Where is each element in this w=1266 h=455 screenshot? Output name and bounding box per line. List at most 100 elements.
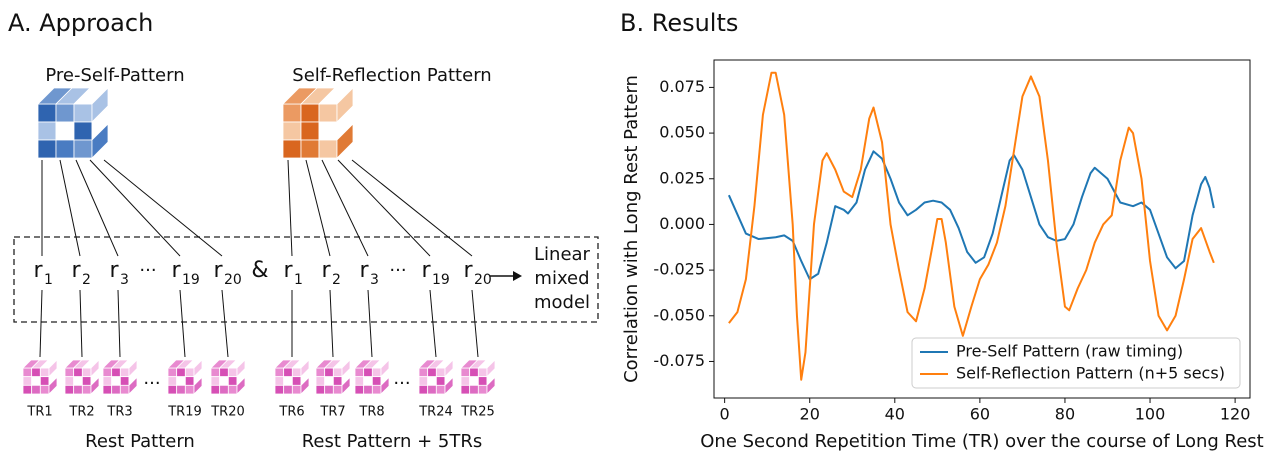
voxel bbox=[31, 376, 41, 386]
voxel bbox=[477, 376, 488, 386]
voxel-side bbox=[444, 376, 454, 395]
connector bbox=[329, 289, 334, 358]
voxel bbox=[81, 367, 92, 378]
ellipsis: ··· bbox=[139, 260, 156, 281]
voxel bbox=[119, 367, 130, 378]
tr-label: TR1 bbox=[26, 405, 52, 420]
y-tick-label: -0.075 bbox=[653, 351, 705, 370]
voxel bbox=[315, 367, 326, 378]
r-subscript: 1 bbox=[44, 272, 53, 288]
series-line bbox=[727, 150, 1215, 281]
connector bbox=[287, 159, 293, 257]
x-tick-label: 20 bbox=[800, 405, 820, 424]
voxel bbox=[111, 367, 121, 378]
r-subscript: 19 bbox=[182, 272, 200, 288]
voxel bbox=[64, 384, 75, 395]
voxel bbox=[81, 376, 92, 386]
voxel bbox=[477, 384, 488, 395]
voxel bbox=[73, 139, 93, 159]
voxel bbox=[354, 384, 365, 395]
voxel bbox=[332, 376, 343, 386]
model-box bbox=[13, 236, 599, 323]
ampersand: & bbox=[251, 258, 268, 283]
voxel bbox=[102, 376, 113, 386]
pattern-label: Self-Reflection Pattern bbox=[292, 65, 491, 86]
voxel bbox=[418, 384, 429, 395]
voxel bbox=[300, 139, 320, 159]
voxel bbox=[324, 384, 334, 395]
voxel bbox=[274, 376, 285, 386]
r-subscript: 19 bbox=[432, 272, 450, 288]
voxel bbox=[55, 121, 75, 141]
connector bbox=[79, 289, 83, 358]
voxel bbox=[227, 376, 238, 386]
ellipsis: ··· bbox=[393, 373, 410, 394]
chart-title: B. Results bbox=[620, 9, 738, 37]
voxel bbox=[73, 103, 93, 123]
tr-label: TR20 bbox=[210, 405, 245, 420]
voxel bbox=[300, 103, 320, 123]
voxel bbox=[22, 367, 33, 378]
voxel-side bbox=[236, 376, 246, 395]
x-tick-label: 40 bbox=[885, 405, 905, 424]
connector bbox=[351, 159, 473, 257]
voxel bbox=[318, 139, 338, 159]
voxel bbox=[282, 121, 302, 141]
voxel bbox=[324, 376, 334, 386]
voxel bbox=[363, 384, 373, 395]
connector bbox=[179, 289, 186, 358]
voxel bbox=[227, 367, 238, 378]
voxel bbox=[460, 376, 471, 386]
arrow-head bbox=[513, 271, 522, 281]
x-tick-label: 0 bbox=[720, 405, 730, 424]
voxel bbox=[119, 376, 130, 386]
voxel bbox=[210, 367, 221, 378]
r-subscript: 20 bbox=[474, 272, 492, 288]
voxel bbox=[167, 376, 178, 386]
connector bbox=[429, 289, 437, 358]
voxel bbox=[291, 376, 302, 386]
voxel bbox=[274, 367, 285, 378]
model-label: Linear bbox=[534, 244, 591, 265]
connector bbox=[75, 159, 119, 257]
voxel bbox=[371, 384, 382, 395]
tr-label: TR8 bbox=[358, 405, 384, 420]
voxel bbox=[167, 384, 178, 395]
tr-label: TR7 bbox=[319, 405, 345, 420]
r-base: r bbox=[421, 258, 431, 283]
plot-frame bbox=[713, 59, 1251, 399]
voxel bbox=[363, 376, 373, 386]
voxel bbox=[102, 384, 113, 395]
r-base: r bbox=[321, 258, 331, 283]
connector bbox=[103, 159, 223, 257]
r-base: r bbox=[463, 258, 473, 283]
voxel bbox=[371, 376, 382, 386]
voxel bbox=[469, 376, 479, 386]
voxel bbox=[418, 376, 429, 386]
voxel bbox=[31, 367, 41, 378]
group-label: Rest Pattern + 5TRs bbox=[302, 431, 483, 452]
voxel bbox=[22, 384, 33, 395]
voxel bbox=[73, 367, 83, 378]
voxel bbox=[460, 367, 471, 378]
voxel bbox=[282, 139, 302, 159]
y-tick-label: 0.000 bbox=[659, 214, 705, 233]
voxel bbox=[418, 367, 429, 378]
voxel bbox=[219, 384, 229, 395]
legend-label: Self-Reflection Pattern (n+5 secs) bbox=[956, 364, 1225, 383]
voxel bbox=[427, 384, 437, 395]
voxel bbox=[435, 384, 446, 395]
voxel bbox=[435, 376, 446, 386]
tr-label: TR3 bbox=[106, 405, 132, 420]
r-subscript: 20 bbox=[224, 272, 242, 288]
voxel bbox=[469, 367, 479, 378]
r-base: r bbox=[33, 258, 43, 283]
voxel bbox=[219, 376, 229, 386]
tr-label: TR24 bbox=[418, 405, 453, 420]
voxel bbox=[427, 376, 437, 386]
connector bbox=[305, 159, 331, 257]
connector bbox=[471, 289, 479, 358]
voxel bbox=[210, 376, 221, 386]
voxel bbox=[227, 384, 238, 395]
